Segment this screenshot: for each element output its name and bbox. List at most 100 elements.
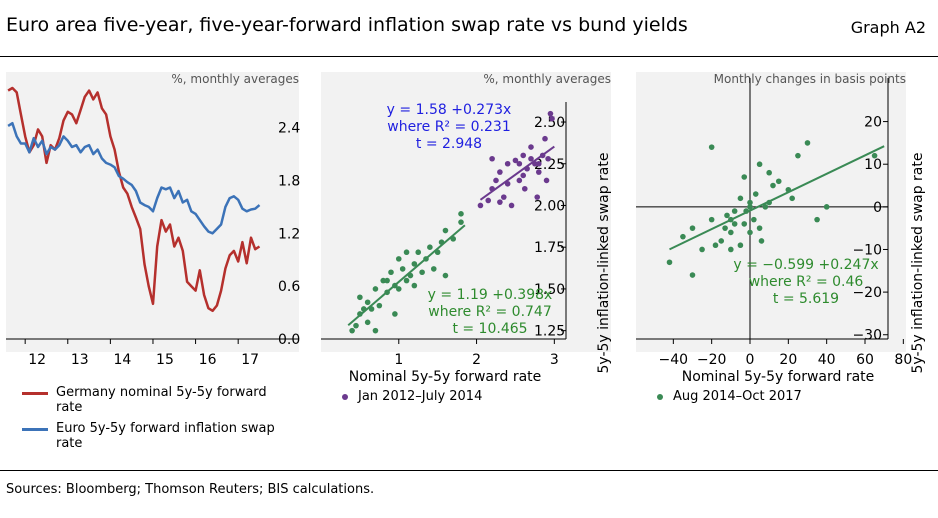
purple-point (520, 152, 527, 159)
panel-2-y-tick-label: 2.25 (534, 157, 565, 173)
panel-2-x-tick-label: 2 (472, 352, 481, 368)
purple-regression-label: t = 2.948 (416, 136, 482, 152)
panel-3-point (751, 216, 757, 223)
green-point (438, 239, 445, 245)
green-point (403, 277, 410, 284)
panel-1-x-tick-label: 16 (199, 352, 217, 368)
panel-3-y-axis-label: 5y-5y inflation-linked swap rate (910, 153, 926, 374)
green-point (360, 306, 367, 312)
panel-3-point (728, 246, 734, 253)
green-point (376, 302, 383, 309)
purple-point (528, 144, 534, 150)
green-point (388, 269, 394, 276)
panel-3-point (766, 169, 772, 176)
panel-3-y-tick-label: 10 (864, 157, 882, 173)
panel-3-y-tick-label: 0 (873, 200, 882, 216)
purple-point (504, 180, 511, 187)
purple-point (524, 165, 530, 172)
green-point (357, 311, 363, 317)
panel-3-point (737, 242, 744, 249)
panel-3-point (752, 191, 759, 197)
panel-3-point (708, 216, 715, 223)
panel-3-point (728, 229, 734, 236)
panel-3-regression-label: y = −0.599 +0.247x (733, 257, 878, 273)
panel-3-unit-label: Monthly changes in basis points (714, 72, 906, 86)
panel-1-x-tick-label: 15 (156, 352, 174, 368)
panel-3-x-tick-label: 40 (818, 352, 836, 368)
panel-3-point (718, 238, 725, 244)
legend-purple-dot (342, 393, 348, 400)
purple-point (549, 115, 555, 122)
panel-3-regression-label: where R² = 0.46 (749, 274, 864, 290)
panel-3-point (756, 161, 763, 168)
panel-3-point (823, 204, 830, 210)
purple-point (521, 185, 528, 192)
green-point (372, 286, 379, 292)
purple-point (493, 177, 499, 184)
panel-3-x-tick-label: 60 (856, 352, 874, 368)
panel-2-y-tick-label: 1.25 (534, 324, 565, 340)
green-point (368, 306, 375, 312)
green-point (392, 282, 398, 289)
green-point (349, 327, 355, 334)
green-point (399, 266, 406, 272)
purple-point (535, 169, 542, 175)
green-point (458, 219, 464, 225)
panel-3-point (689, 225, 696, 231)
panel-1-y-tick-label: 0.0 (278, 332, 300, 348)
panel-2-y-tick-label: 2.00 (534, 198, 565, 214)
panel-2-legend: Jan 2012–July 2014 (342, 389, 482, 404)
graph-id: Graph A2 (850, 18, 926, 37)
panel-3-y-tick-label: −20 (852, 285, 882, 301)
green-point (411, 261, 418, 267)
panel-2-y-axis-label: 5y-5y inflation-linked swap rate (596, 153, 612, 374)
panel-3-point (747, 229, 753, 236)
legend-euro-swatch (22, 428, 48, 431)
panel-3-y-tick-label: −10 (852, 242, 882, 258)
panel-3-point (737, 195, 744, 202)
green-point (419, 269, 425, 276)
purple-point (512, 157, 519, 164)
purple-point (532, 160, 538, 167)
purple-regression-label: y = 1.58 +0.273x (387, 102, 512, 118)
panel-3-point (756, 225, 763, 231)
purple-point (477, 202, 484, 209)
legend-germany-swatch (22, 392, 48, 395)
green-regression-label: t = 10.465 (452, 321, 527, 337)
source-note: Sources: Bloomberg; Thomson Reuters; BIS… (6, 482, 375, 497)
green-point (364, 319, 371, 326)
panel-3-point (741, 221, 748, 227)
purple-point (516, 160, 523, 167)
green-fit-line (347, 224, 466, 326)
panel-3-point (722, 225, 728, 231)
panel-3-x-tick-label: −20 (697, 352, 727, 368)
legend-green-label: Aug 2014–Oct 2017 (673, 389, 802, 404)
purple-point (543, 177, 550, 184)
legend-euro-label: Euro 5y-5y forward inflation swap rate (56, 421, 275, 451)
panel-3-x-tick-label: 20 (779, 352, 797, 368)
green-point (384, 289, 390, 296)
panel-1-y-tick-label: 2.4 (278, 121, 300, 137)
purple-point (534, 194, 541, 200)
panel-3-y-tick-label: 20 (864, 115, 882, 131)
panel-2-x-axis-label: Nominal 5y-5y forward rate (349, 369, 542, 385)
panel-3-point (789, 195, 795, 202)
purple-point (508, 202, 515, 209)
legend-germany-label: Germany nominal 5y-5y forward rate (56, 385, 267, 415)
panel-1-unit-label: %, monthly averages (171, 72, 299, 86)
green-point (434, 249, 441, 256)
panel-3-point (743, 208, 749, 214)
purple-point (545, 155, 551, 162)
purple-point (547, 110, 554, 117)
green-point (430, 266, 437, 272)
purple-point (516, 177, 523, 184)
panel-3-point (804, 140, 811, 146)
purple-point (542, 135, 548, 142)
panel-3-point (747, 204, 753, 210)
purple-point (504, 160, 511, 167)
purple-point (535, 160, 542, 167)
panel-3-legend: Aug 2014–Oct 2017 (657, 389, 802, 404)
panel-3-point (728, 216, 734, 223)
purple-point (489, 155, 495, 162)
